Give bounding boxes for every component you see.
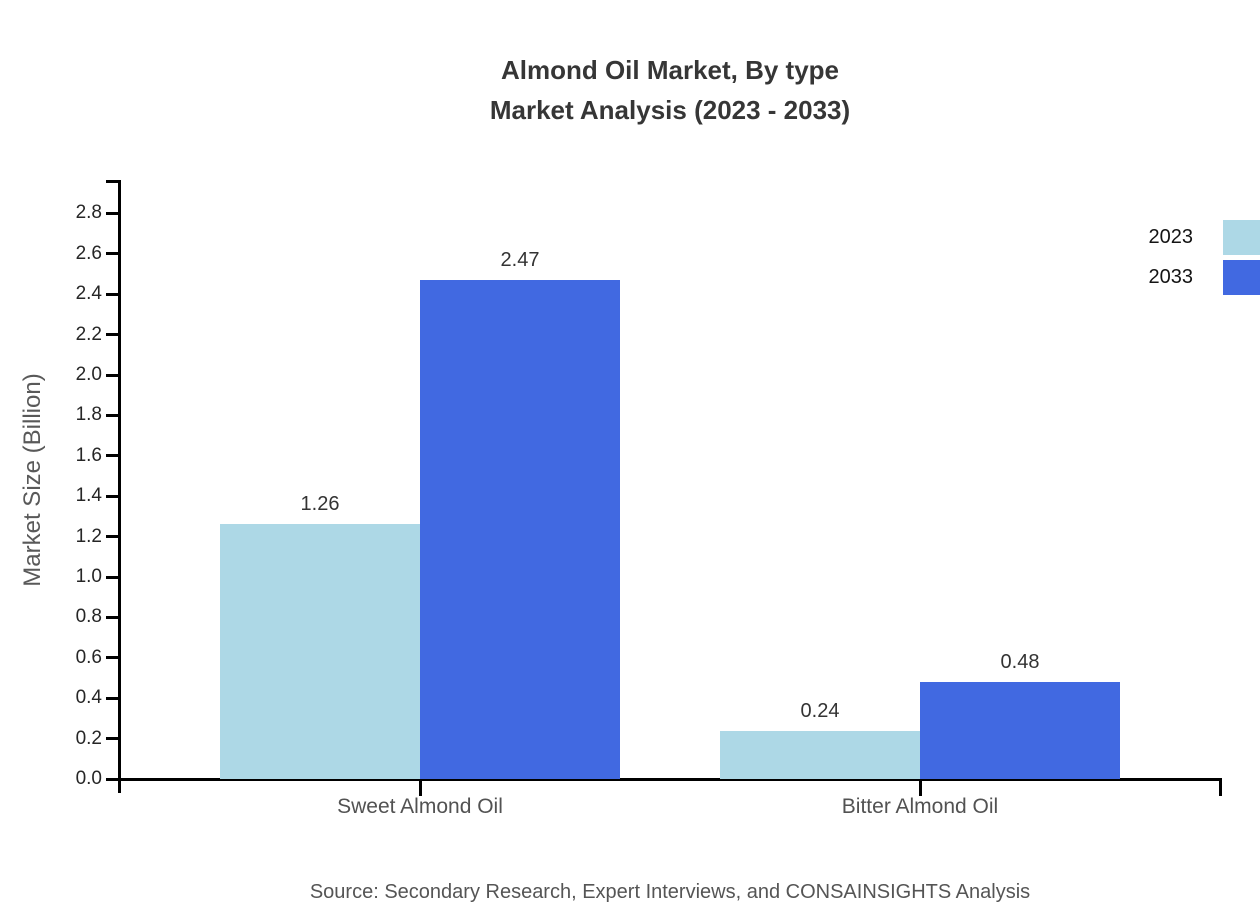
y-tick-label: 0.8: [75, 606, 102, 628]
y-tick-mark: [106, 656, 121, 660]
x-category-label: Sweet Almond Oil: [337, 795, 503, 818]
y-tick-label: 1.0: [75, 566, 102, 587]
y-tick-label: 1.2: [75, 525, 102, 547]
y-tick-mark: [106, 454, 121, 458]
y-tick-mark: [106, 575, 121, 579]
chart-title-line2: Market Analysis (2023 - 2033): [489, 95, 851, 125]
bar-value-label: 2.47: [500, 249, 540, 272]
bar-value-label: 1.26: [300, 493, 340, 516]
x-tick-mark: [418, 781, 422, 796]
legend-label-2023: 2023: [1148, 226, 1194, 248]
y-tick-label: 2.8: [75, 202, 102, 224]
y-tick-mark: [106, 373, 121, 377]
y-tick-mark: [106, 292, 121, 296]
y-tick-mark: [106, 333, 121, 337]
y-tick-label: 0.6: [75, 646, 102, 668]
y-tick-label: 2.6: [75, 242, 102, 264]
y-tick-mark: [106, 211, 121, 215]
legend-label-2033: 2033: [1148, 266, 1194, 288]
legend-swatch-2023: [1223, 220, 1260, 255]
y-tick-mark: [106, 737, 121, 741]
y-axis-line: [118, 180, 121, 793]
bar-2023-bitter-almond-oil: [720, 730, 920, 779]
y-tick-label: 1.4: [75, 485, 102, 507]
y-tick-mark: [106, 777, 121, 781]
y-tick-label: 2.4: [75, 283, 102, 305]
y-tick-mark: [106, 615, 121, 619]
y-tick-label: 0.4: [75, 687, 102, 709]
y-tick-label: 1.8: [75, 404, 102, 426]
x-axis-end-cap: [1219, 778, 1222, 796]
bar-2023-sweet-almond-oil: [220, 524, 420, 779]
y-tick-mark: [106, 494, 121, 498]
bar-2033-sweet-almond-oil: [420, 280, 620, 779]
bar-value-label: 0.24: [800, 699, 840, 722]
y-tick-label: 0.0: [75, 768, 102, 789]
y-tick-label: 2.2: [75, 323, 102, 345]
y-tick-label: 2.0: [75, 364, 102, 385]
x-tick-mark: [918, 781, 922, 796]
legend-swatch-2033: [1223, 260, 1260, 295]
y-tick-mark: [106, 413, 121, 417]
x-category-label: Bitter Almond Oil: [841, 795, 999, 818]
bar-value-label: 0.48: [1000, 651, 1040, 674]
y-tick-label: 0.2: [75, 727, 102, 749]
y-tick-mark: [106, 252, 121, 256]
bar-2033-bitter-almond-oil: [920, 682, 1120, 779]
y-tick-label: 1.6: [75, 444, 102, 466]
y-tick-mark: [106, 696, 121, 700]
chart-title: Almond Oil Market, By type Market Analys…: [120, 50, 1220, 130]
x-axis-line: [118, 778, 1222, 781]
chart-title-line1: Almond Oil Market, By type: [500, 55, 840, 85]
y-axis-end-cap: [106, 180, 121, 183]
source-note: Source: Secondary Research, Expert Inter…: [309, 881, 1031, 903]
y-tick-mark: [106, 535, 121, 539]
